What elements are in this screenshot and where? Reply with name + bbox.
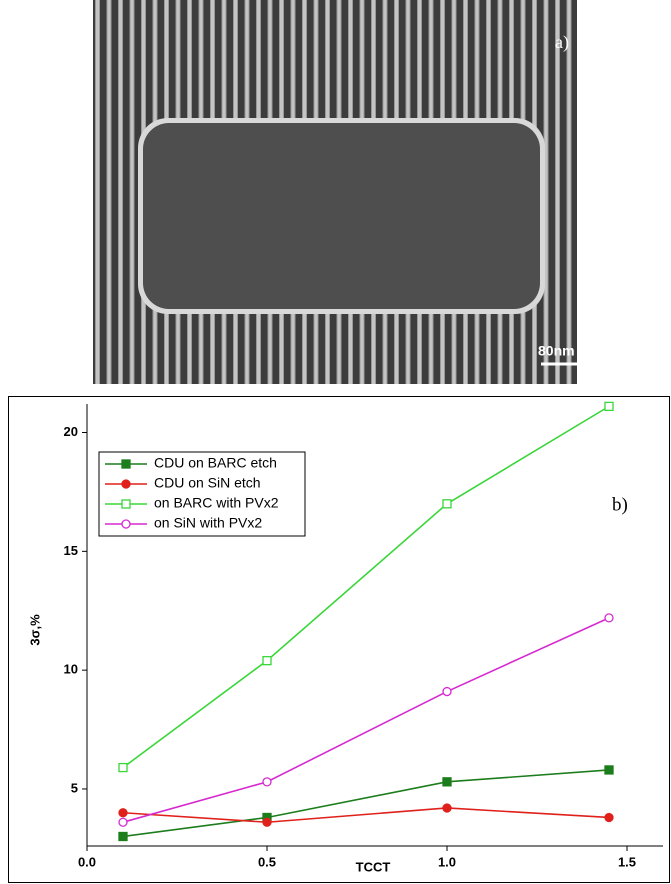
legend-marker [122,460,130,468]
data-point [605,614,613,622]
scale-bar-label: 80nm [538,343,575,359]
legend-label: on BARC with PVx2 [154,495,279,511]
panel-label: b) [612,494,628,515]
data-point [605,813,613,821]
panel-label: a) [555,32,569,53]
legend-label: on SiN with PVx2 [154,515,262,531]
legend-marker [122,480,130,488]
data-point [443,500,451,508]
trench [143,123,540,309]
data-point [443,778,451,786]
data-point [605,402,613,410]
series-line [123,618,609,822]
x-tick-label: 1.5 [618,854,636,869]
data-point [605,766,613,774]
data-point [119,809,127,817]
legend-label: CDU on BARC etch [154,455,277,471]
x-axis-label: TCCT [356,859,391,874]
y-tick-label: 15 [64,543,78,558]
chart-frame [9,397,670,883]
legend-label: CDU on SiN etch [154,475,261,491]
x-tick-label: 1.0 [438,854,456,869]
data-point [119,832,127,840]
y-tick-label: 20 [64,424,78,439]
series-line [123,770,609,837]
series-line [123,808,609,822]
data-point [263,657,271,665]
data-point [443,688,451,696]
series-line [123,406,609,767]
y-tick-label: 10 [64,662,78,677]
x-tick-label: 0.0 [78,854,96,869]
data-point [119,764,127,772]
legend-box [99,452,305,536]
legend-marker [122,520,130,528]
x-tick-label: 0.5 [258,854,276,869]
data-point [263,818,271,826]
data-point [263,778,271,786]
data-point [119,818,127,826]
data-point [263,813,271,821]
data-point [443,804,451,812]
y-axis-label: 3σ,% [27,614,42,646]
y-tick-label: 5 [71,780,78,795]
legend: CDU on BARC etch CDU on SiN etch on BARC w… [99,452,305,536]
sem-image-panel: a) 80nm [0,0,671,390]
figure: a) 80nm b) TCCT 3σ,% 0.0 0.5 1.0 1.5 5 10 15 20… [0,0,671,884]
legend-marker [122,500,130,508]
